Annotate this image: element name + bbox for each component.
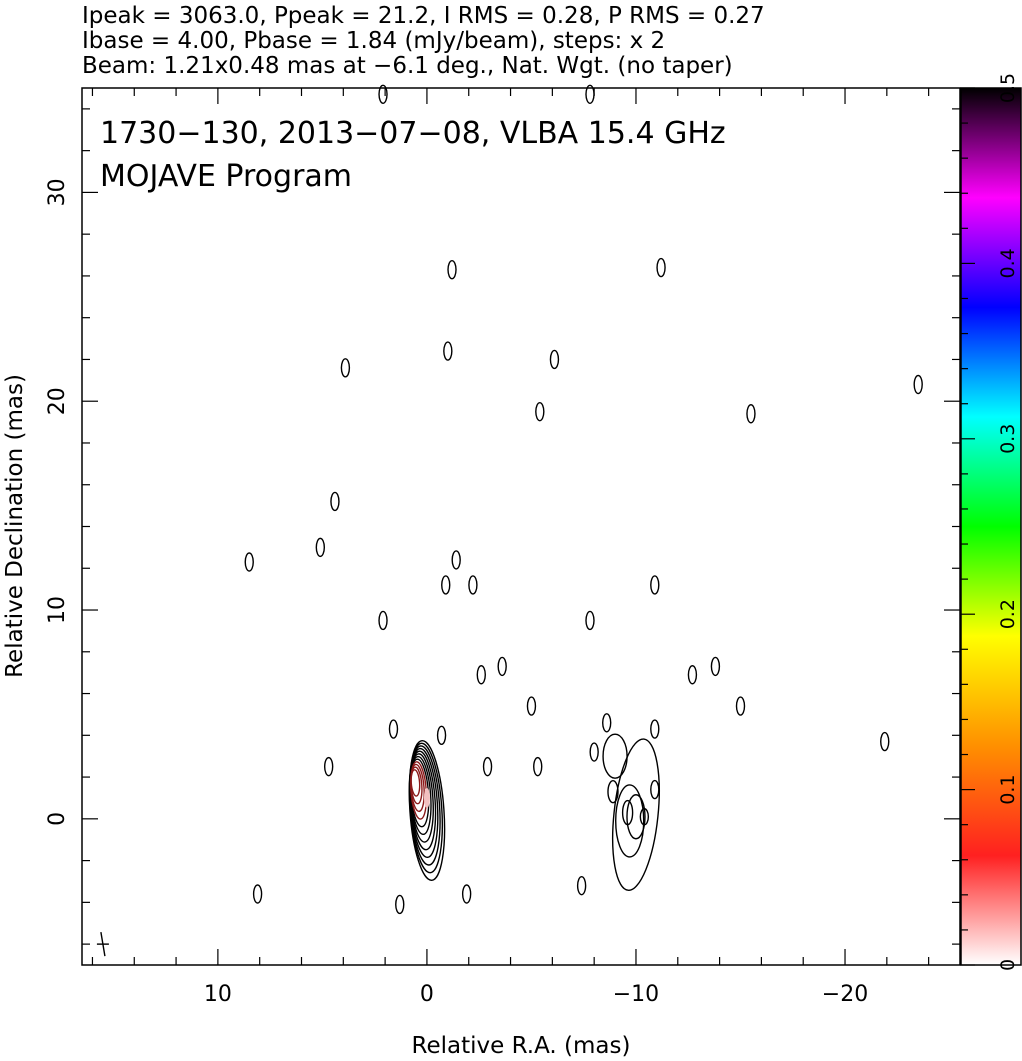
contour-island [323,756,334,777]
y-tick-label: 0 [45,812,70,826]
y-tick-label: 10 [45,596,70,624]
contour-island [746,404,756,424]
jet-contour [626,794,646,840]
contour-island [244,552,254,572]
x-tick-label: 0 [420,982,434,1007]
x-tick-labels: 10 0 −10 −20 [204,982,868,1007]
contour-island [447,259,457,280]
jet-contour [602,733,628,779]
contour-island [461,884,472,904]
jet-contour [621,799,634,826]
jet-contour [615,784,645,858]
contour-island [436,725,447,746]
jet-contour [607,779,619,804]
contour-island [388,719,399,739]
contour-island [735,696,746,716]
annotation-title: 1730−130, 2013−07−08, VLBA 15.4 GHz [100,116,726,151]
contour-island [468,575,478,595]
colorbar-ticks: 00.10.20.30.40.5 [961,73,1019,971]
contour-island [395,894,405,915]
contour-island [441,575,451,595]
colorbar-tick-label: 0.3 [997,424,1019,454]
chart-header: Ipeak = 3063.0, Ppeak = 21.2, I RMS = 0.… [82,3,765,79]
contour-island [378,84,388,104]
colorbar-tick-label: 0.2 [997,599,1019,629]
colorbar-frame [960,87,1022,966]
contour-island [252,884,263,904]
y-tick-label: 20 [45,387,70,415]
contour-island [589,742,599,762]
contour-island [576,875,587,896]
contour-island [443,341,453,361]
contour-island [687,665,698,685]
x-axis-label: Relative R.A. (mas) [412,1033,631,1059]
annotation-program: MOJAVE Program [100,159,352,194]
contour-island [451,550,461,570]
colorbar-tick-label: 0.4 [997,248,1019,278]
contour-island [585,610,595,631]
contour-island [549,349,560,370]
colorbar [961,88,1021,965]
header-line-1: Ipeak = 3063.0, Ppeak = 21.2, I RMS = 0.… [82,3,765,29]
contour-island [650,575,660,595]
jet-contour [639,808,650,826]
contour-island [315,537,326,558]
contour-island [880,731,890,752]
colorbar-tick-label: 0.1 [997,774,1019,804]
contour-island [482,756,493,777]
header-line-2: Ibase = 4.00, Pbase = 1.84 (mJy/beam), s… [82,28,665,54]
contour-island [497,656,507,677]
y-tick-labels: 0 10 20 30 [45,178,70,825]
contour-island [476,665,486,685]
contour-island [710,656,721,677]
contour-layer [96,84,923,957]
x-tick-label: 10 [204,982,232,1007]
y-axis-label: Relative Declination (mas) [2,374,28,678]
core-peak [423,787,430,808]
contour-island [330,491,340,512]
contour-island [650,719,660,739]
core-contour [410,769,421,797]
contour-island [656,257,666,278]
contour-island [535,401,545,422]
x-tick-label: −10 [613,982,659,1007]
y-tick-label: 30 [45,178,70,206]
header-line-3: Beam: 1.21x0.48 mas at −6.1 deg., Nat. W… [82,53,733,79]
axis-ticks [82,88,960,965]
jet-contour [611,738,660,891]
contour-island [378,610,388,631]
plot-frame [81,87,961,966]
jet-contour [650,779,660,800]
x-tick-label: −20 [822,982,868,1007]
contour-island [533,756,543,777]
contour-island [340,358,351,378]
contour-island [526,696,537,716]
contour-island [602,713,612,733]
contour-island [913,374,923,395]
